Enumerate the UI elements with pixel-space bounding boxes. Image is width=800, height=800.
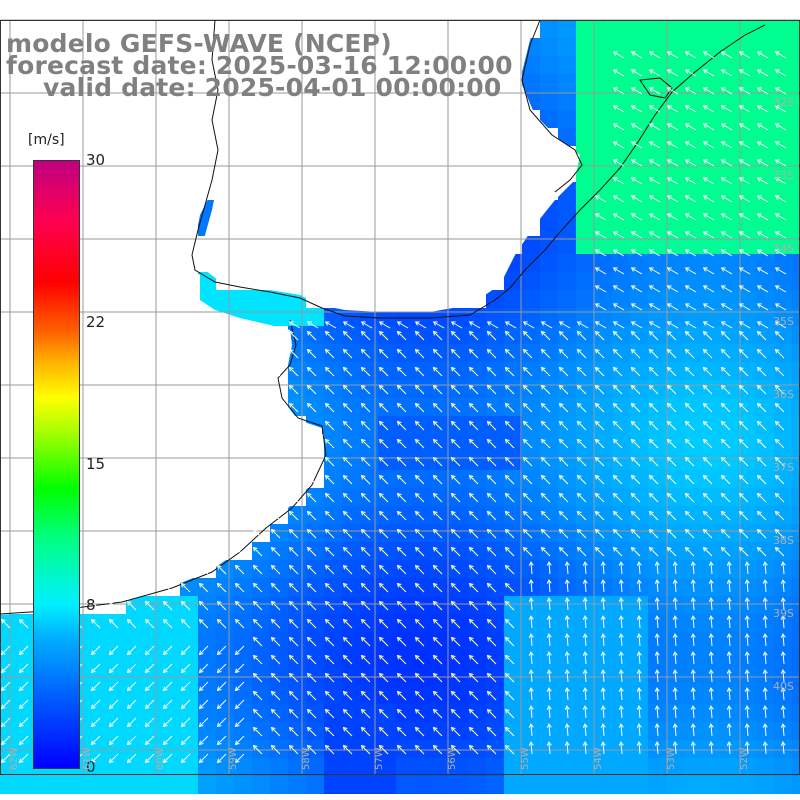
colorbar-tick-label: 15 [86, 454, 106, 473]
colorbar-tick-label: 0 [86, 758, 96, 776]
land-mask [0, 0, 580, 615]
latitude-label: 35S [773, 315, 794, 328]
latitude-label: 36S [773, 388, 794, 401]
latitude-label: 32S [773, 96, 794, 109]
colorbar-tick-label: 22 [86, 312, 106, 331]
lat-lon-grid [0, 19, 800, 775]
longitude-label: 60W [155, 747, 166, 770]
forecast-date: forecast date: 2025-03-16 12:00:00 [6, 51, 513, 80]
latitude-label: 39S [773, 607, 794, 620]
longitude-label: 59W [228, 747, 239, 770]
longitude-label: 54W [593, 747, 604, 770]
longitude-label: 53W [666, 747, 677, 770]
colorbar-tick-label: 8 [86, 596, 96, 615]
colorbar-scale [33, 160, 80, 769]
valid-date: valid date: 2025-04-01 00:00:00 [43, 73, 502, 102]
longitude-label: 57W [374, 747, 385, 770]
coastline [0, 19, 766, 615]
longitude-label: 61W [82, 747, 93, 770]
latitude-label: 38S [773, 534, 794, 547]
colorbar-unit: [m/s] [28, 132, 65, 148]
latitude-label: 33S [773, 169, 794, 182]
longitude-label: 56W [447, 747, 458, 770]
latitude-label: 40S [773, 680, 794, 693]
wind-arrows [0, 51, 787, 764]
latitude-label: 37S [773, 461, 794, 474]
longitude-label: 55W [520, 747, 531, 770]
model-title: modelo GEFS-WAVE (NCEP) [6, 29, 392, 58]
longitude-label: 58W [301, 747, 312, 770]
longitude-label: 52W [739, 747, 750, 770]
latitude-label: 34S [773, 242, 794, 255]
longitude-label: 62W [9, 747, 20, 770]
colorbar-tick-label: 30 [86, 151, 106, 169]
